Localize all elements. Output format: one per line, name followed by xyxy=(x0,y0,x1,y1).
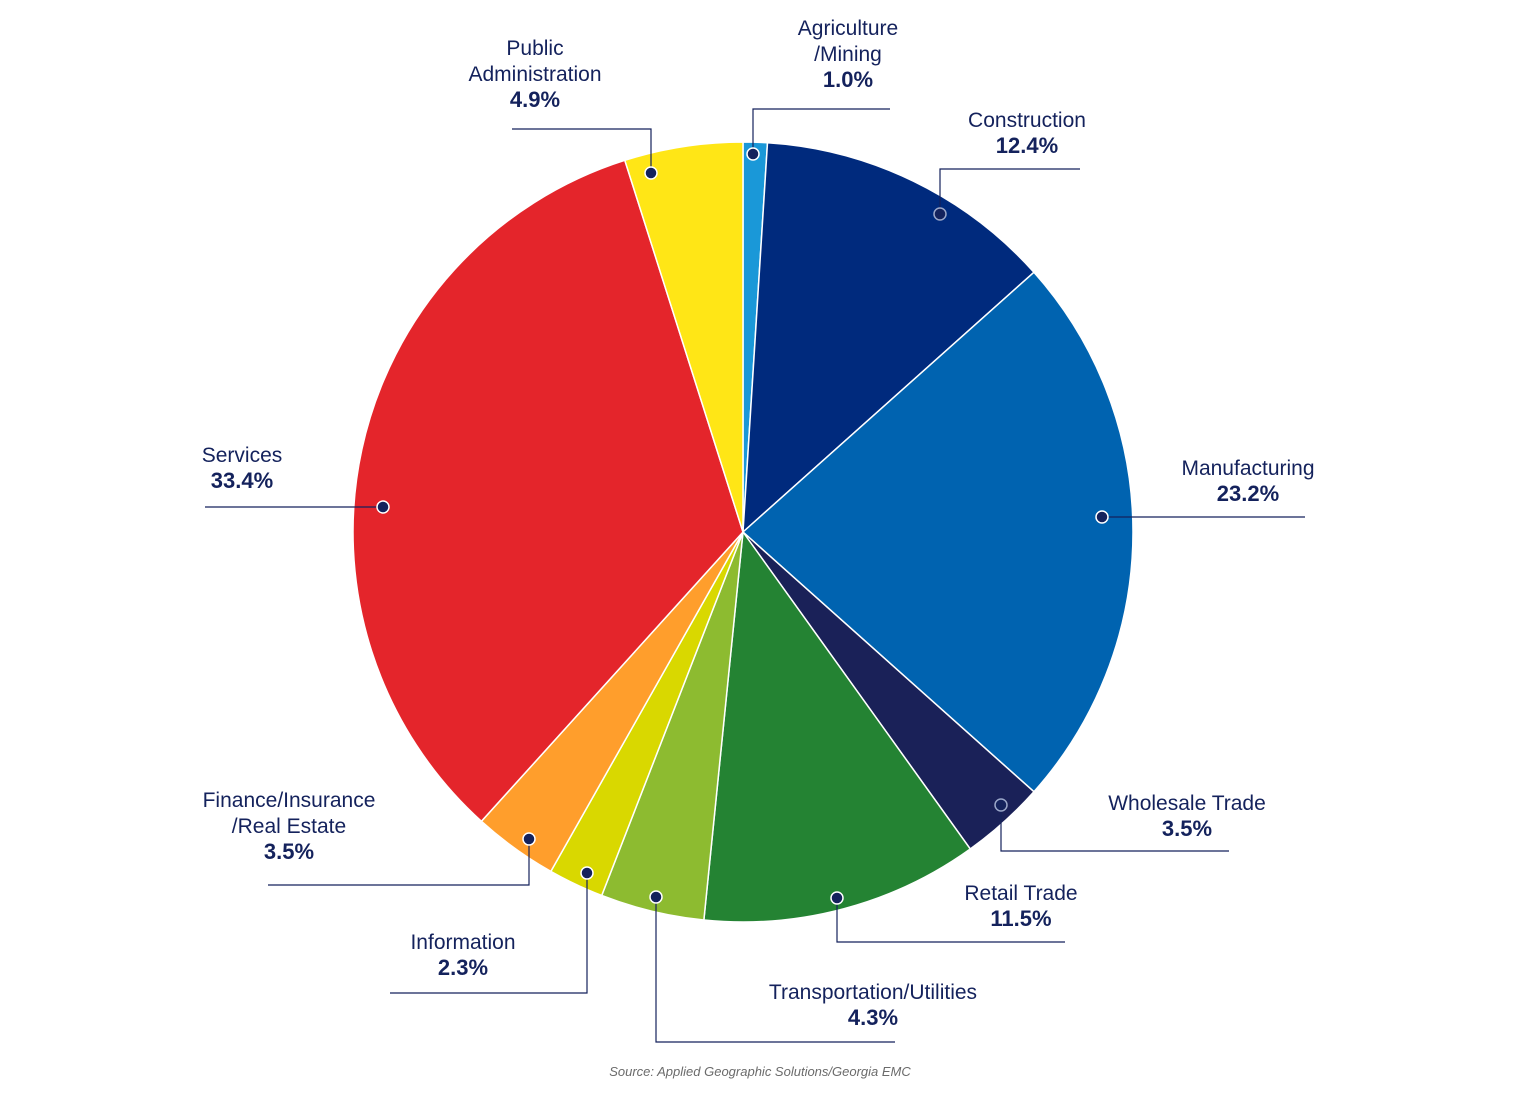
slice-label-name: /Mining xyxy=(814,43,882,66)
slice-label-value: 11.5% xyxy=(990,906,1051,931)
leader-line xyxy=(939,168,1080,214)
leader-line xyxy=(390,873,588,994)
leader-dot xyxy=(644,166,658,180)
pie-slice-public-administration xyxy=(623,141,744,533)
slice-label-value: 1.0% xyxy=(823,67,873,92)
leader-dot xyxy=(933,207,947,221)
slice-label-value: 23.2% xyxy=(1217,481,1279,506)
leader-lines xyxy=(205,108,1305,1043)
slice-label-name: Manufacturing xyxy=(1181,457,1314,480)
pie-slices xyxy=(352,141,1134,923)
leader-line xyxy=(752,108,890,154)
slice-label-name: Construction xyxy=(968,109,1086,132)
slice-label-name: Services xyxy=(202,444,283,467)
slice-label-value: 2.3% xyxy=(438,955,488,980)
slice-label-name: Wholesale Trade xyxy=(1108,792,1266,815)
slice-label-value: 4.3% xyxy=(848,1005,898,1030)
source-note: Source: Applied Geographic Solutions/Geo… xyxy=(609,1064,911,1079)
slice-label-name: Administration xyxy=(468,63,601,86)
leader-dot xyxy=(522,832,536,846)
leader-line xyxy=(836,898,1065,943)
slice-label-value: 3.5% xyxy=(264,839,314,864)
slice-label-value: 4.9% xyxy=(510,87,560,112)
leader-dot xyxy=(1095,510,1109,524)
leader-dot xyxy=(649,890,663,904)
pie-slice-manufacturing xyxy=(741,271,1134,793)
slice-label-name: Agriculture xyxy=(798,17,898,40)
slice-label-name: /Real Estate xyxy=(232,815,346,838)
leader-line xyxy=(512,128,652,173)
slice-label-name: Public xyxy=(506,37,563,60)
leader-dot xyxy=(830,891,844,905)
slice-label-value: 33.4% xyxy=(211,468,273,493)
slice-label-name: Finance/Insurance xyxy=(203,789,376,812)
leader-line xyxy=(655,897,895,1043)
leader-dot xyxy=(746,147,760,161)
leader-line xyxy=(268,839,530,886)
leader-line xyxy=(1000,805,1229,852)
slice-label-name: Transportation/Utilities xyxy=(769,981,977,1004)
slice-label-name: Retail Trade xyxy=(964,882,1077,905)
slice-label-value: 3.5% xyxy=(1162,816,1212,841)
leader-dot xyxy=(580,866,594,880)
pie-slice-construction xyxy=(742,141,1035,534)
pie-slice-retail-trade xyxy=(703,529,972,923)
leader-dot xyxy=(376,500,390,514)
leader-dot xyxy=(994,798,1008,812)
slice-label-value: 12.4% xyxy=(996,133,1058,158)
pie-slice-services xyxy=(352,159,744,823)
slice-label-name: Information xyxy=(410,931,515,954)
